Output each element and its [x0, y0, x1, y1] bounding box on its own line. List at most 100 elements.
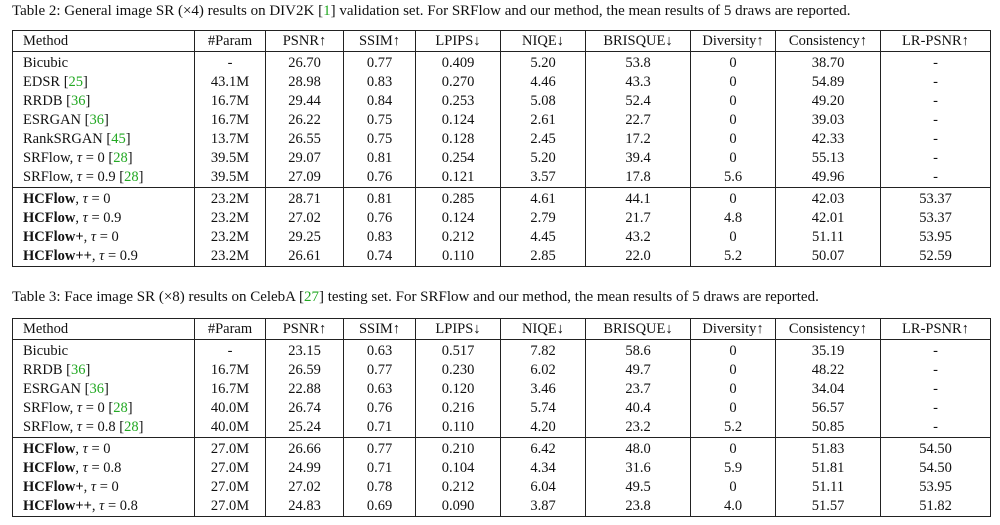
value-cell: 26.70	[265, 51, 344, 73]
header-cell: LPIPS↓	[415, 30, 501, 52]
symbol: τ	[82, 441, 88, 457]
method-cell: HCFlow+, τ = 0	[12, 228, 195, 247]
method-cell: HCFlow+, τ = 0	[12, 478, 195, 497]
value-cell: 0.090	[415, 497, 501, 517]
value-cell: 39.5M	[194, 149, 266, 168]
value-cell: 0.76	[343, 399, 416, 418]
header-row: Method #Param PSNR↑ SSIM↑ LPIPS↓ NIQE↓ BRISQUE…	[12, 30, 991, 52]
table-row: EDSR [25] 43.1M 28.98 0.83 0.270 4.46 43.3 0 54.…	[12, 73, 991, 92]
value-cell: 51.82	[880, 497, 991, 517]
row-group: HCFlow, τ = 0 27.0M 26.66 0.77 0.210 6.42 48.0…	[12, 437, 991, 517]
value-cell: 39.03	[775, 111, 881, 130]
value-cell: -	[880, 339, 991, 361]
value-cell: -	[880, 92, 991, 111]
value-cell: 0	[690, 111, 776, 130]
value-cell: 23.7	[585, 380, 691, 399]
value-cell: 0	[690, 73, 776, 92]
method-cell: SRFlow, τ = 0 [28]	[12, 149, 195, 168]
value-cell: 56.57	[775, 399, 881, 418]
value-cell: 44.1	[585, 187, 691, 209]
value-cell: 5.20	[500, 51, 586, 73]
value-cell: 4.8	[690, 209, 776, 228]
value-cell: 40.0M	[194, 418, 266, 438]
header-cell: #Param	[194, 30, 266, 52]
value-cell: 3.46	[500, 380, 586, 399]
row-group: HCFlow, τ = 0 23.2M 28.71 0.81 0.285 4.61 44.1…	[12, 187, 991, 267]
value-cell: 43.1M	[194, 73, 266, 92]
value-cell: 53.37	[880, 187, 991, 209]
symbol: τ	[76, 150, 83, 166]
value-cell: 0.212	[415, 478, 501, 497]
value-cell: 40.4	[585, 399, 691, 418]
method-cell: Bicubic	[12, 339, 195, 361]
header-cell: Diversity↑	[690, 318, 776, 340]
value-cell: -	[880, 380, 991, 399]
value-cell: 4.46	[500, 73, 586, 92]
value-cell: 21.7	[585, 209, 691, 228]
method-name: HCFlow	[23, 460, 76, 476]
header-cell: #Param	[194, 318, 266, 340]
header-cell: PSNR↑	[265, 318, 344, 340]
citation: 28	[124, 419, 139, 435]
value-cell: -	[880, 149, 991, 168]
method-cell: RRDB [36]	[12, 361, 195, 380]
table-caption: Table 2: General image SR (×4) results o…	[12, 3, 851, 19]
value-cell: 39.4	[585, 149, 691, 168]
header-cell: BRISQUE↓	[585, 318, 691, 340]
value-cell: 2.45	[500, 130, 586, 149]
value-cell: 0	[690, 92, 776, 111]
value-cell: 0.76	[343, 168, 416, 188]
value-cell: 0.83	[343, 228, 416, 247]
table-row: SRFlow, τ = 0 [28] 40.0M 26.74 0.76 0.216 5.7…	[12, 399, 991, 418]
value-cell: 23.2	[585, 418, 691, 438]
citation: 36	[89, 112, 104, 128]
value-cell: 2.79	[500, 209, 586, 228]
method-cell: Bicubic	[12, 51, 195, 73]
value-cell: 0.128	[415, 130, 501, 149]
value-cell: 27.0M	[194, 459, 266, 478]
citation: 28	[124, 169, 139, 185]
value-cell: 0.83	[343, 73, 416, 92]
value-cell: 6.42	[500, 437, 586, 459]
method-name: HCFlow+	[23, 479, 84, 495]
table-row: HCFlow, τ = 0.8 27.0M 24.99 0.71 0.104 4.34 31…	[12, 459, 991, 478]
value-cell: 7.82	[500, 339, 586, 361]
value-cell: 3.57	[500, 168, 586, 188]
value-cell: 51.83	[775, 437, 881, 459]
value-cell: 0.77	[343, 361, 416, 380]
symbol: τ	[99, 248, 105, 264]
value-cell: 0.212	[415, 228, 501, 247]
symbol: τ	[76, 400, 83, 416]
symbol: τ	[76, 169, 83, 185]
value-cell: 0	[690, 361, 776, 380]
method-cell: ESRGAN [36]	[12, 380, 195, 399]
value-cell: 0	[690, 228, 776, 247]
value-cell: 0	[690, 478, 776, 497]
header-cell: LPIPS↓	[415, 318, 501, 340]
value-cell: 22.7	[585, 111, 691, 130]
value-cell: 51.57	[775, 497, 881, 517]
row-group: Bicubic -23.15 0.63 0.517 7.82 58.6 0 35.19- RRD…	[12, 339, 991, 438]
value-cell: 53.37	[880, 209, 991, 228]
header-cell: Consistency↑	[775, 30, 881, 52]
value-cell: 42.33	[775, 130, 881, 149]
value-cell: 42.01	[775, 209, 881, 228]
table-caption: Table 3: Face image SR (×8) results on C…	[12, 289, 819, 305]
value-cell: 13.7M	[194, 130, 266, 149]
value-cell: 27.02	[265, 209, 344, 228]
table-row: SRFlow, τ = 0 [28] 39.5M 29.07 0.81 0.254 5.2…	[12, 149, 991, 168]
value-cell: 0.75	[343, 111, 416, 130]
value-cell: 54.50	[880, 437, 991, 459]
citation: 25	[68, 74, 84, 90]
method-cell: HCFlow, τ = 0.8	[12, 459, 195, 478]
value-cell: 0.120	[415, 380, 501, 399]
header-cell: Diversity↑	[690, 30, 776, 52]
value-cell: 26.61	[265, 247, 344, 267]
value-cell: -	[880, 399, 991, 418]
value-cell: 0	[690, 399, 776, 418]
method-cell: HCFlow, τ = 0.9	[12, 209, 195, 228]
value-cell: 27.0M	[194, 478, 266, 497]
value-cell: 0.76	[343, 209, 416, 228]
value-cell: 49.96	[775, 168, 881, 188]
